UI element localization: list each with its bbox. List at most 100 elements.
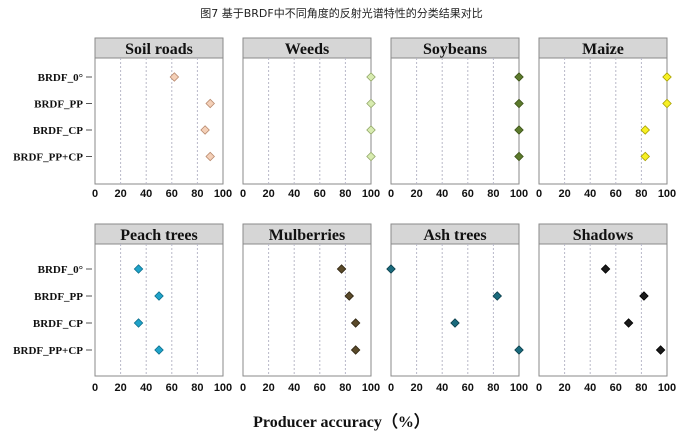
panel-5-tick-label: 80 — [191, 382, 203, 394]
panel-4-tick-label: 100 — [658, 188, 676, 200]
panel-7-point — [492, 291, 503, 301]
panel-3-tick-label: 40 — [436, 188, 448, 200]
panel-2-tick-label: 0 — [240, 188, 246, 200]
panel-2-point — [366, 72, 376, 82]
panel-5-point — [133, 318, 144, 328]
panel-3-tick-label: 100 — [510, 188, 528, 200]
panel-3-tick-label: 80 — [487, 188, 499, 200]
panel-7-title: Ash trees — [423, 227, 486, 244]
panel-5-category-label: BRDF_CP — [33, 318, 83, 330]
panel-6-point — [336, 264, 347, 274]
panel-7-point — [386, 264, 396, 274]
panel-5-category-label: BRDF_PP+CP — [13, 345, 83, 357]
panel-6-tick-label: 20 — [262, 382, 274, 394]
panel-6-tick-label: 80 — [339, 382, 351, 394]
panel-1-tick-label: 80 — [191, 188, 203, 200]
panel-3-point — [514, 72, 524, 82]
panel-1-point — [205, 151, 215, 162]
panel-5-tick-label: 40 — [140, 382, 152, 394]
panel-7-tick-label: 80 — [487, 382, 499, 394]
panel-8-tick-label: 60 — [610, 382, 622, 394]
panel-1-title: Soil roads — [125, 41, 193, 58]
panel-3-tick-label: 0 — [388, 188, 394, 200]
chart-grid: Soil roads 0 20 40 60 80 100 BRDF_0° BRDF_PP BRDF… — [13, 37, 676, 394]
panel-4-frame — [538, 57, 668, 185]
panel-8-point — [623, 318, 634, 328]
panel-6-tick-label: 60 — [314, 382, 326, 394]
panel-8-title: Shadows — [573, 227, 633, 244]
panel-6-point — [350, 345, 361, 355]
panel-6-frame — [242, 243, 372, 377]
panel-4-point — [662, 72, 672, 82]
panel-5-point — [154, 345, 164, 355]
panel-4-point — [640, 125, 651, 135]
panel-7-tick-label: 0 — [388, 382, 394, 394]
x-axis-label: Producer accuracy（%） — [253, 414, 430, 431]
panel-5-title: Peach trees — [120, 227, 197, 244]
panel-5-tick-label: 100 — [214, 382, 232, 394]
panel-8-tick-label: 0 — [536, 382, 542, 394]
panel-7-frame — [390, 243, 520, 377]
panel-3-title: Soybeans — [423, 41, 487, 58]
panel-1-category-label: BRDF_PP — [34, 99, 83, 111]
panel-1-tick-label: 60 — [166, 188, 178, 200]
panel-5-tick-label: 20 — [114, 382, 126, 394]
panel-1-point — [169, 72, 180, 82]
panel-7-point — [450, 318, 460, 328]
panel-8-point — [655, 345, 666, 355]
panel-2-point — [366, 125, 376, 135]
panel-2-point — [366, 98, 376, 109]
panel-6-tick-label: 100 — [362, 382, 380, 394]
figure-title: 图7 基于BRDF中不同角度的反射光谱特性的分类结果对比 — [200, 7, 483, 20]
panel-1-category-label: BRDF_PP+CP — [13, 152, 83, 164]
panel-7-tick-label: 100 — [510, 382, 528, 394]
panel-7-tick-label: 40 — [436, 382, 448, 394]
panel-8-tick-label: 100 — [658, 382, 676, 394]
panel-2-tick-label: 80 — [339, 188, 351, 200]
panel-4-tick-label: 20 — [558, 188, 570, 200]
panel-2-point — [366, 151, 376, 162]
panel-4-title: Maize — [582, 41, 624, 58]
panel-8-point — [600, 264, 611, 274]
panel-1-frame — [94, 57, 224, 185]
panel-3-tick-label: 60 — [462, 188, 474, 200]
panel-5-point — [154, 291, 164, 301]
panel-3-point — [514, 98, 524, 109]
panel-8-tick-label: 20 — [558, 382, 570, 394]
panel-4-tick-label: 60 — [610, 188, 622, 200]
panel-5-tick-label: 60 — [166, 382, 178, 394]
panel-7-tick-label: 20 — [410, 382, 422, 394]
panel-6-tick-label: 0 — [240, 382, 246, 394]
panel-3-frame — [390, 57, 520, 185]
panel-1-point — [200, 125, 210, 135]
panel-1-category-label: BRDF_0° — [38, 72, 83, 84]
panel-1-point — [205, 98, 215, 109]
panel-6-point — [344, 291, 355, 301]
panel-3-point — [514, 125, 524, 135]
panel-2-tick-label: 20 — [262, 188, 274, 200]
panel-1-category-label: BRDF_CP — [33, 125, 83, 137]
panel-4-tick-label: 80 — [635, 188, 647, 200]
panel-2-tick-label: 60 — [314, 188, 326, 200]
panel-7-tick-label: 60 — [462, 382, 474, 394]
panel-6-title: Mulberries — [269, 227, 345, 244]
panel-5-point — [133, 264, 144, 274]
panel-2-frame — [242, 57, 372, 185]
panel-4-point — [662, 98, 672, 109]
panel-8-tick-label: 40 — [584, 382, 596, 394]
panel-2-title: Weeds — [285, 41, 329, 58]
panel-2-tick-label: 100 — [362, 188, 380, 200]
panel-8-frame — [538, 243, 668, 377]
panel-7-point — [514, 345, 524, 355]
panel-8-tick-label: 80 — [635, 382, 647, 394]
panel-8-point — [639, 291, 649, 301]
panel-5-category-label: BRDF_PP — [34, 291, 83, 303]
panel-1-tick-label: 100 — [214, 188, 232, 200]
panel-3-tick-label: 20 — [410, 188, 422, 200]
panel-2-tick-label: 40 — [288, 188, 300, 200]
panel-5-frame — [94, 243, 224, 377]
panel-6-tick-label: 40 — [288, 382, 300, 394]
panel-5-category-label: BRDF_0° — [38, 264, 83, 276]
panel-4-tick-label: 40 — [584, 188, 596, 200]
panel-5-tick-label: 0 — [92, 382, 98, 394]
